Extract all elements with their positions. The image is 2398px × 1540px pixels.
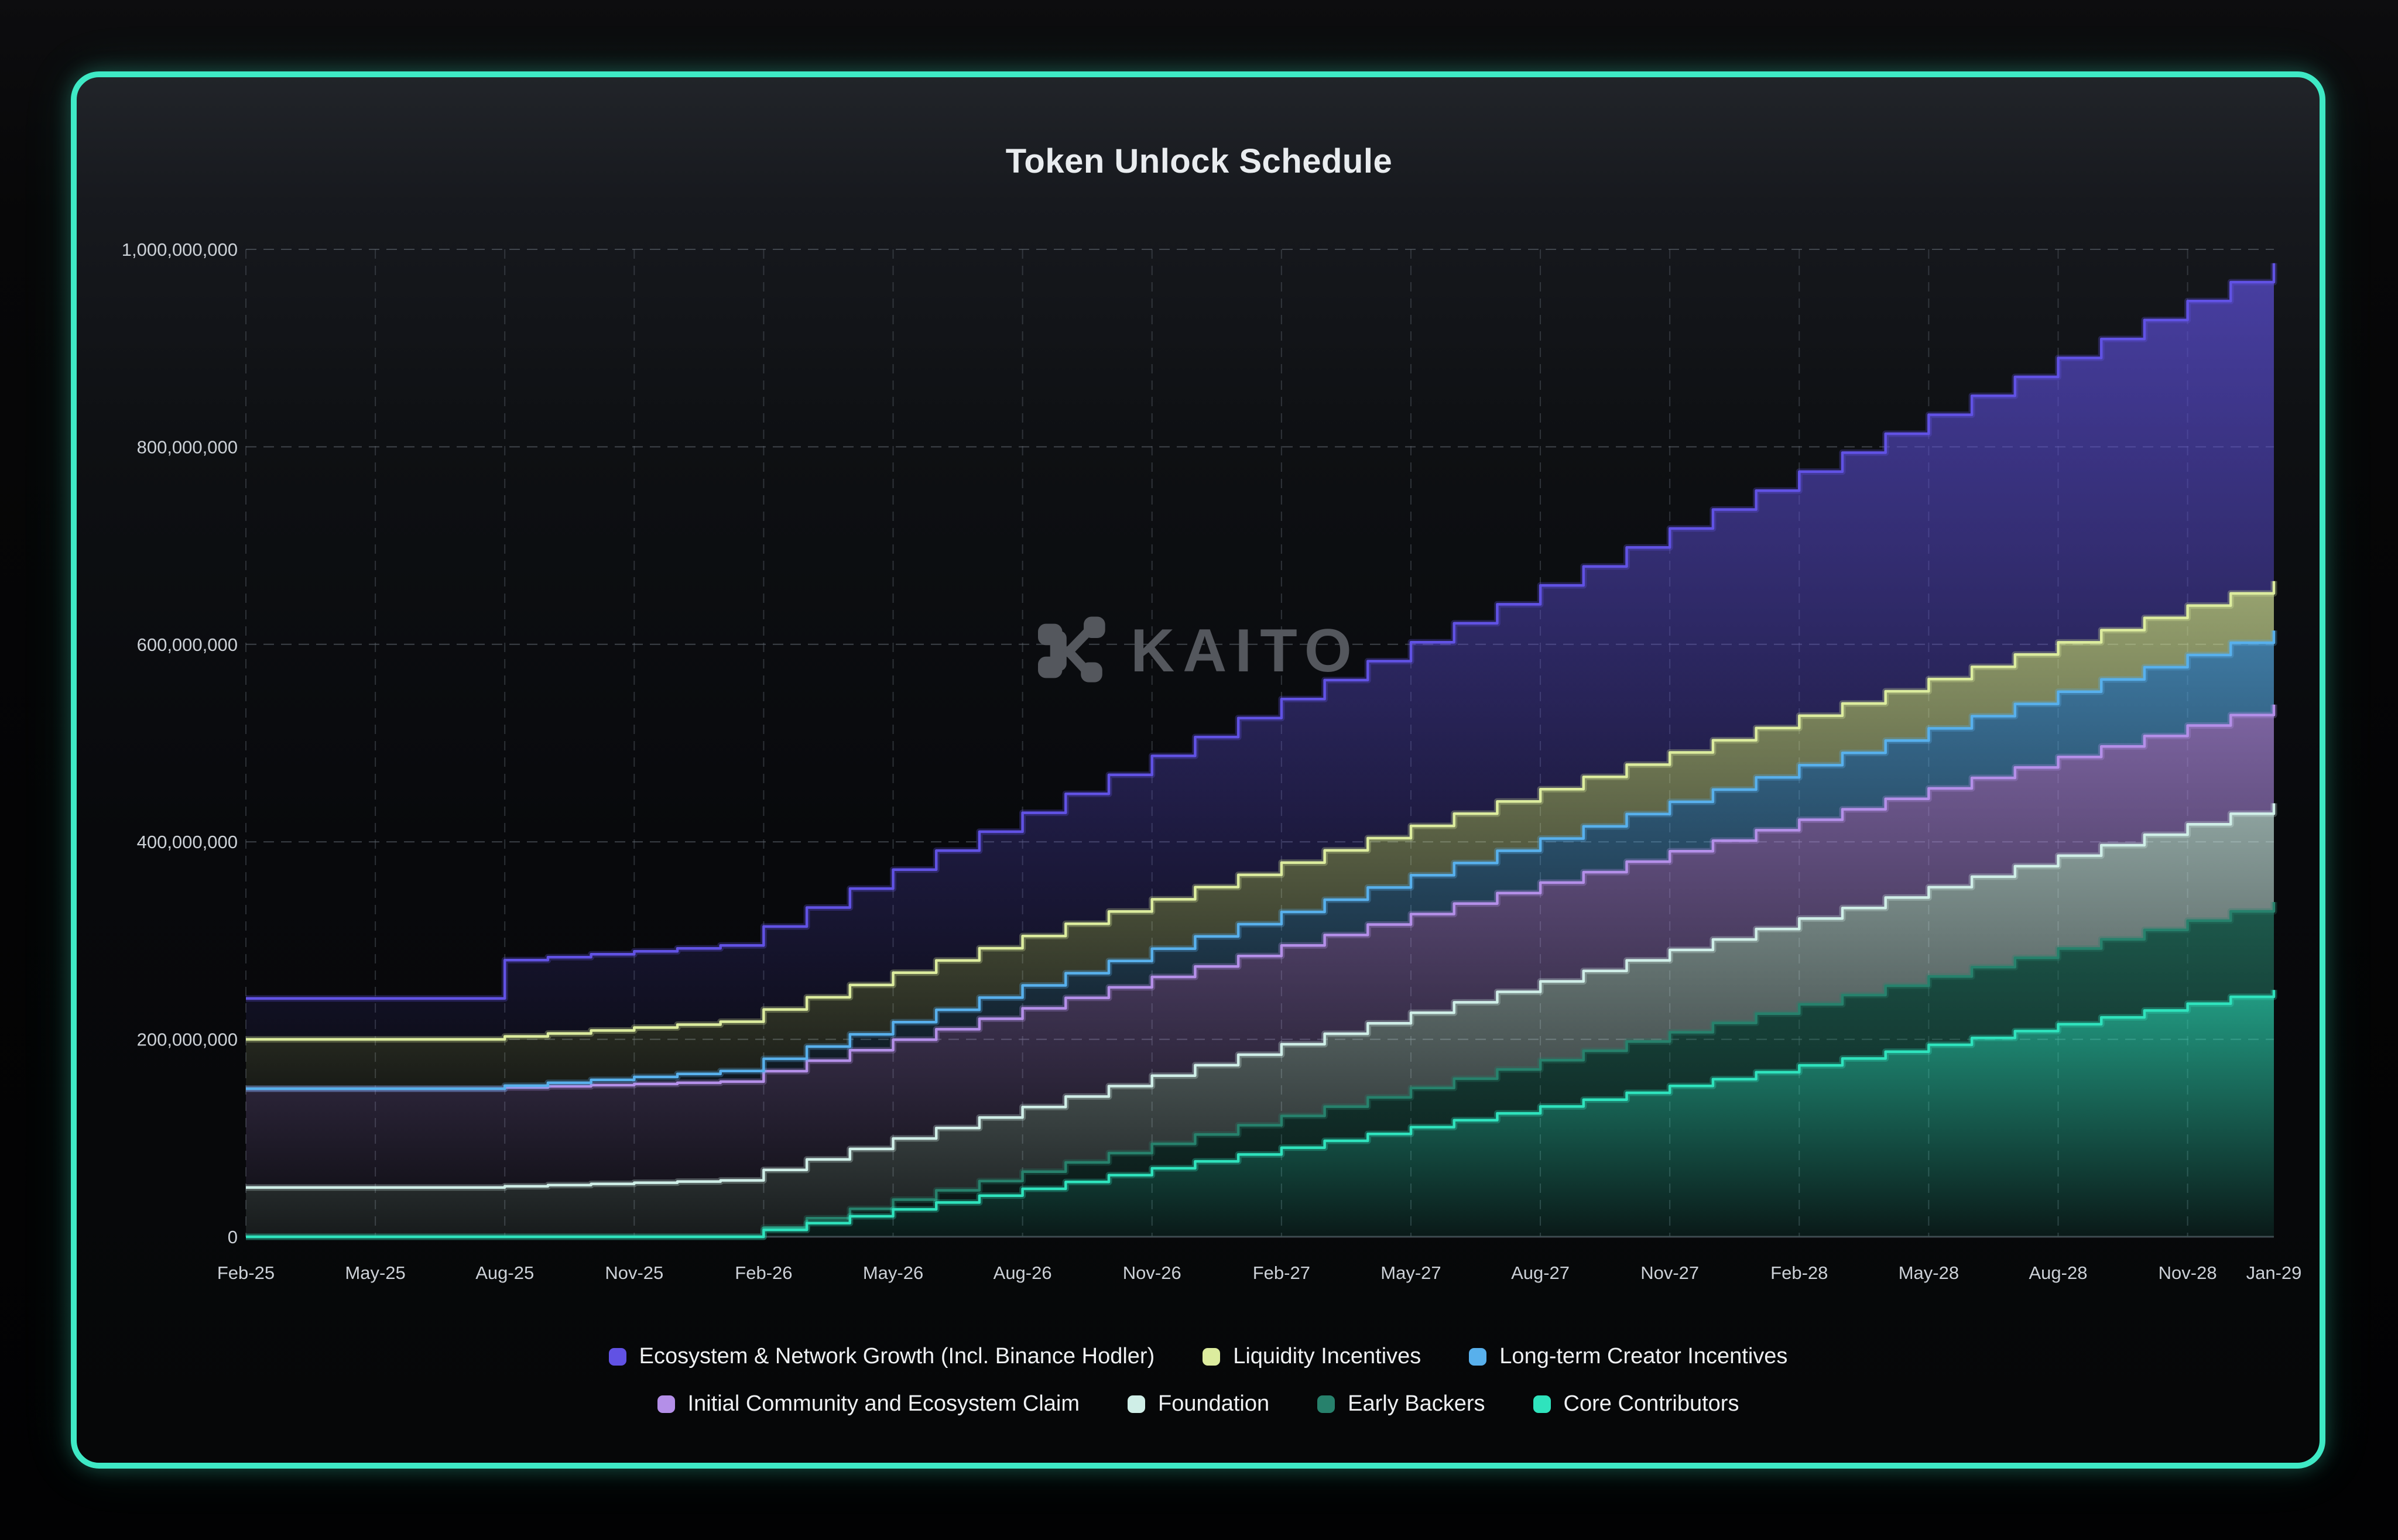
series-line-long-term-creator-incentives bbox=[246, 630, 2276, 1090]
x-axis-label: Nov-26 bbox=[1123, 1263, 1181, 1283]
x-axis-label: Aug-26 bbox=[994, 1263, 1052, 1283]
x-axis-label: Aug-28 bbox=[2029, 1263, 2088, 1283]
x-axis-label: May-25 bbox=[345, 1263, 405, 1283]
x-axis-label: Feb-25 bbox=[217, 1263, 275, 1283]
legend: Ecosystem & Network Growth (Incl. Binanc… bbox=[71, 1344, 2325, 1416]
legend-item-liquidity-incentives[interactable]: Liquidity Incentives bbox=[1203, 1344, 1421, 1369]
series-area-foundation bbox=[246, 803, 2274, 1237]
series-area-core-contributors bbox=[246, 990, 2274, 1237]
series-line-liquidity-incentives bbox=[246, 581, 2276, 1041]
legend-swatch-icon bbox=[608, 1347, 626, 1366]
x-axis-label: Nov-28 bbox=[2159, 1263, 2217, 1283]
legend-swatch-icon bbox=[1317, 1395, 1335, 1413]
x-axis-label: Feb-26 bbox=[735, 1263, 792, 1283]
legend-swatch-icon bbox=[1203, 1347, 1221, 1366]
series-line-early-backers bbox=[246, 902, 2276, 1239]
x-axis-label: Jan-29 bbox=[2246, 1263, 2302, 1283]
legend-label: Foundation bbox=[1157, 1391, 1270, 1416]
legend-swatch-icon bbox=[657, 1395, 675, 1413]
chart-plot-area[interactable] bbox=[246, 249, 2274, 1237]
legend-item-long-term-creator-incentives[interactable]: Long-term Creator Incentives bbox=[1469, 1344, 1787, 1369]
legend-label: Initial Community and Ecosystem Claim bbox=[687, 1391, 1080, 1416]
x-axis-label: Feb-28 bbox=[1770, 1263, 1828, 1283]
legend-item-foundation[interactable]: Foundation bbox=[1127, 1391, 1270, 1416]
legend-swatch-icon bbox=[1533, 1395, 1551, 1413]
x-axis-label: Nov-25 bbox=[605, 1263, 663, 1283]
x-axis-label: Feb-27 bbox=[1253, 1263, 1310, 1283]
legend-label: Ecosystem & Network Growth (Incl. Binanc… bbox=[639, 1344, 1155, 1368]
series-line-initial-community-and-ecosystem-claim bbox=[246, 704, 2276, 1090]
legend-label: Long-term Creator Incentives bbox=[1499, 1344, 1788, 1368]
x-axis-label: May-27 bbox=[1380, 1263, 1441, 1283]
legend-label: Early Backers bbox=[1348, 1391, 1485, 1416]
legend-label: Liquidity Incentives bbox=[1233, 1344, 1421, 1368]
y-axis-label: 400,000,000 bbox=[137, 832, 238, 852]
legend-item-core-contributors[interactable]: Core Contributors bbox=[1533, 1391, 1739, 1416]
x-axis-label: May-28 bbox=[1899, 1263, 1959, 1283]
y-axis-label: 600,000,000 bbox=[137, 634, 238, 655]
x-axis-label: Aug-25 bbox=[475, 1263, 534, 1283]
legend-swatch-icon bbox=[1469, 1347, 1487, 1366]
series-line-ecosystem-network-growth-incl-binance-hodler bbox=[246, 263, 2276, 1000]
series-area-ecosystem-network-growth-incl-binance-hodler bbox=[246, 263, 2274, 1040]
y-axis-label: 1,000,000,000 bbox=[122, 239, 238, 260]
chart-title: Token Unlock Schedule bbox=[1005, 142, 1393, 180]
legend-row: Initial Community and Ecosystem Claim Fou… bbox=[657, 1391, 1739, 1416]
series-line-core-contributors bbox=[246, 990, 2276, 1239]
x-axis-label: Aug-27 bbox=[1511, 1263, 1570, 1283]
series-area-initial-community-and-ecosystem-claim bbox=[246, 704, 2274, 1188]
x-axis-label: Nov-27 bbox=[1640, 1263, 1699, 1283]
legend-item-initial-community-and-ecosystem-claim[interactable]: Initial Community and Ecosystem Claim bbox=[657, 1391, 1080, 1416]
y-axis-label: 200,000,000 bbox=[137, 1030, 238, 1050]
legend-swatch-icon bbox=[1127, 1395, 1145, 1413]
y-axis-label: 800,000,000 bbox=[137, 437, 238, 457]
x-axis-label: May-26 bbox=[863, 1263, 923, 1283]
legend-row: Ecosystem & Network Growth (Incl. Binanc… bbox=[608, 1344, 1787, 1369]
legend-label: Core Contributors bbox=[1563, 1391, 1739, 1416]
legend-item-ecosystem-network-growth-incl-binance-hodler[interactable]: Ecosystem & Network Growth (Incl. Binanc… bbox=[608, 1344, 1155, 1369]
y-axis-label: 0 bbox=[228, 1227, 238, 1247]
legend-item-early-backers[interactable]: Early Backers bbox=[1317, 1391, 1485, 1416]
series-line-foundation bbox=[246, 803, 2276, 1189]
